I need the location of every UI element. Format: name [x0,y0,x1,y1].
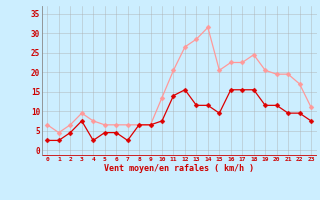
X-axis label: Vent moyen/en rafales ( km/h ): Vent moyen/en rafales ( km/h ) [104,164,254,173]
